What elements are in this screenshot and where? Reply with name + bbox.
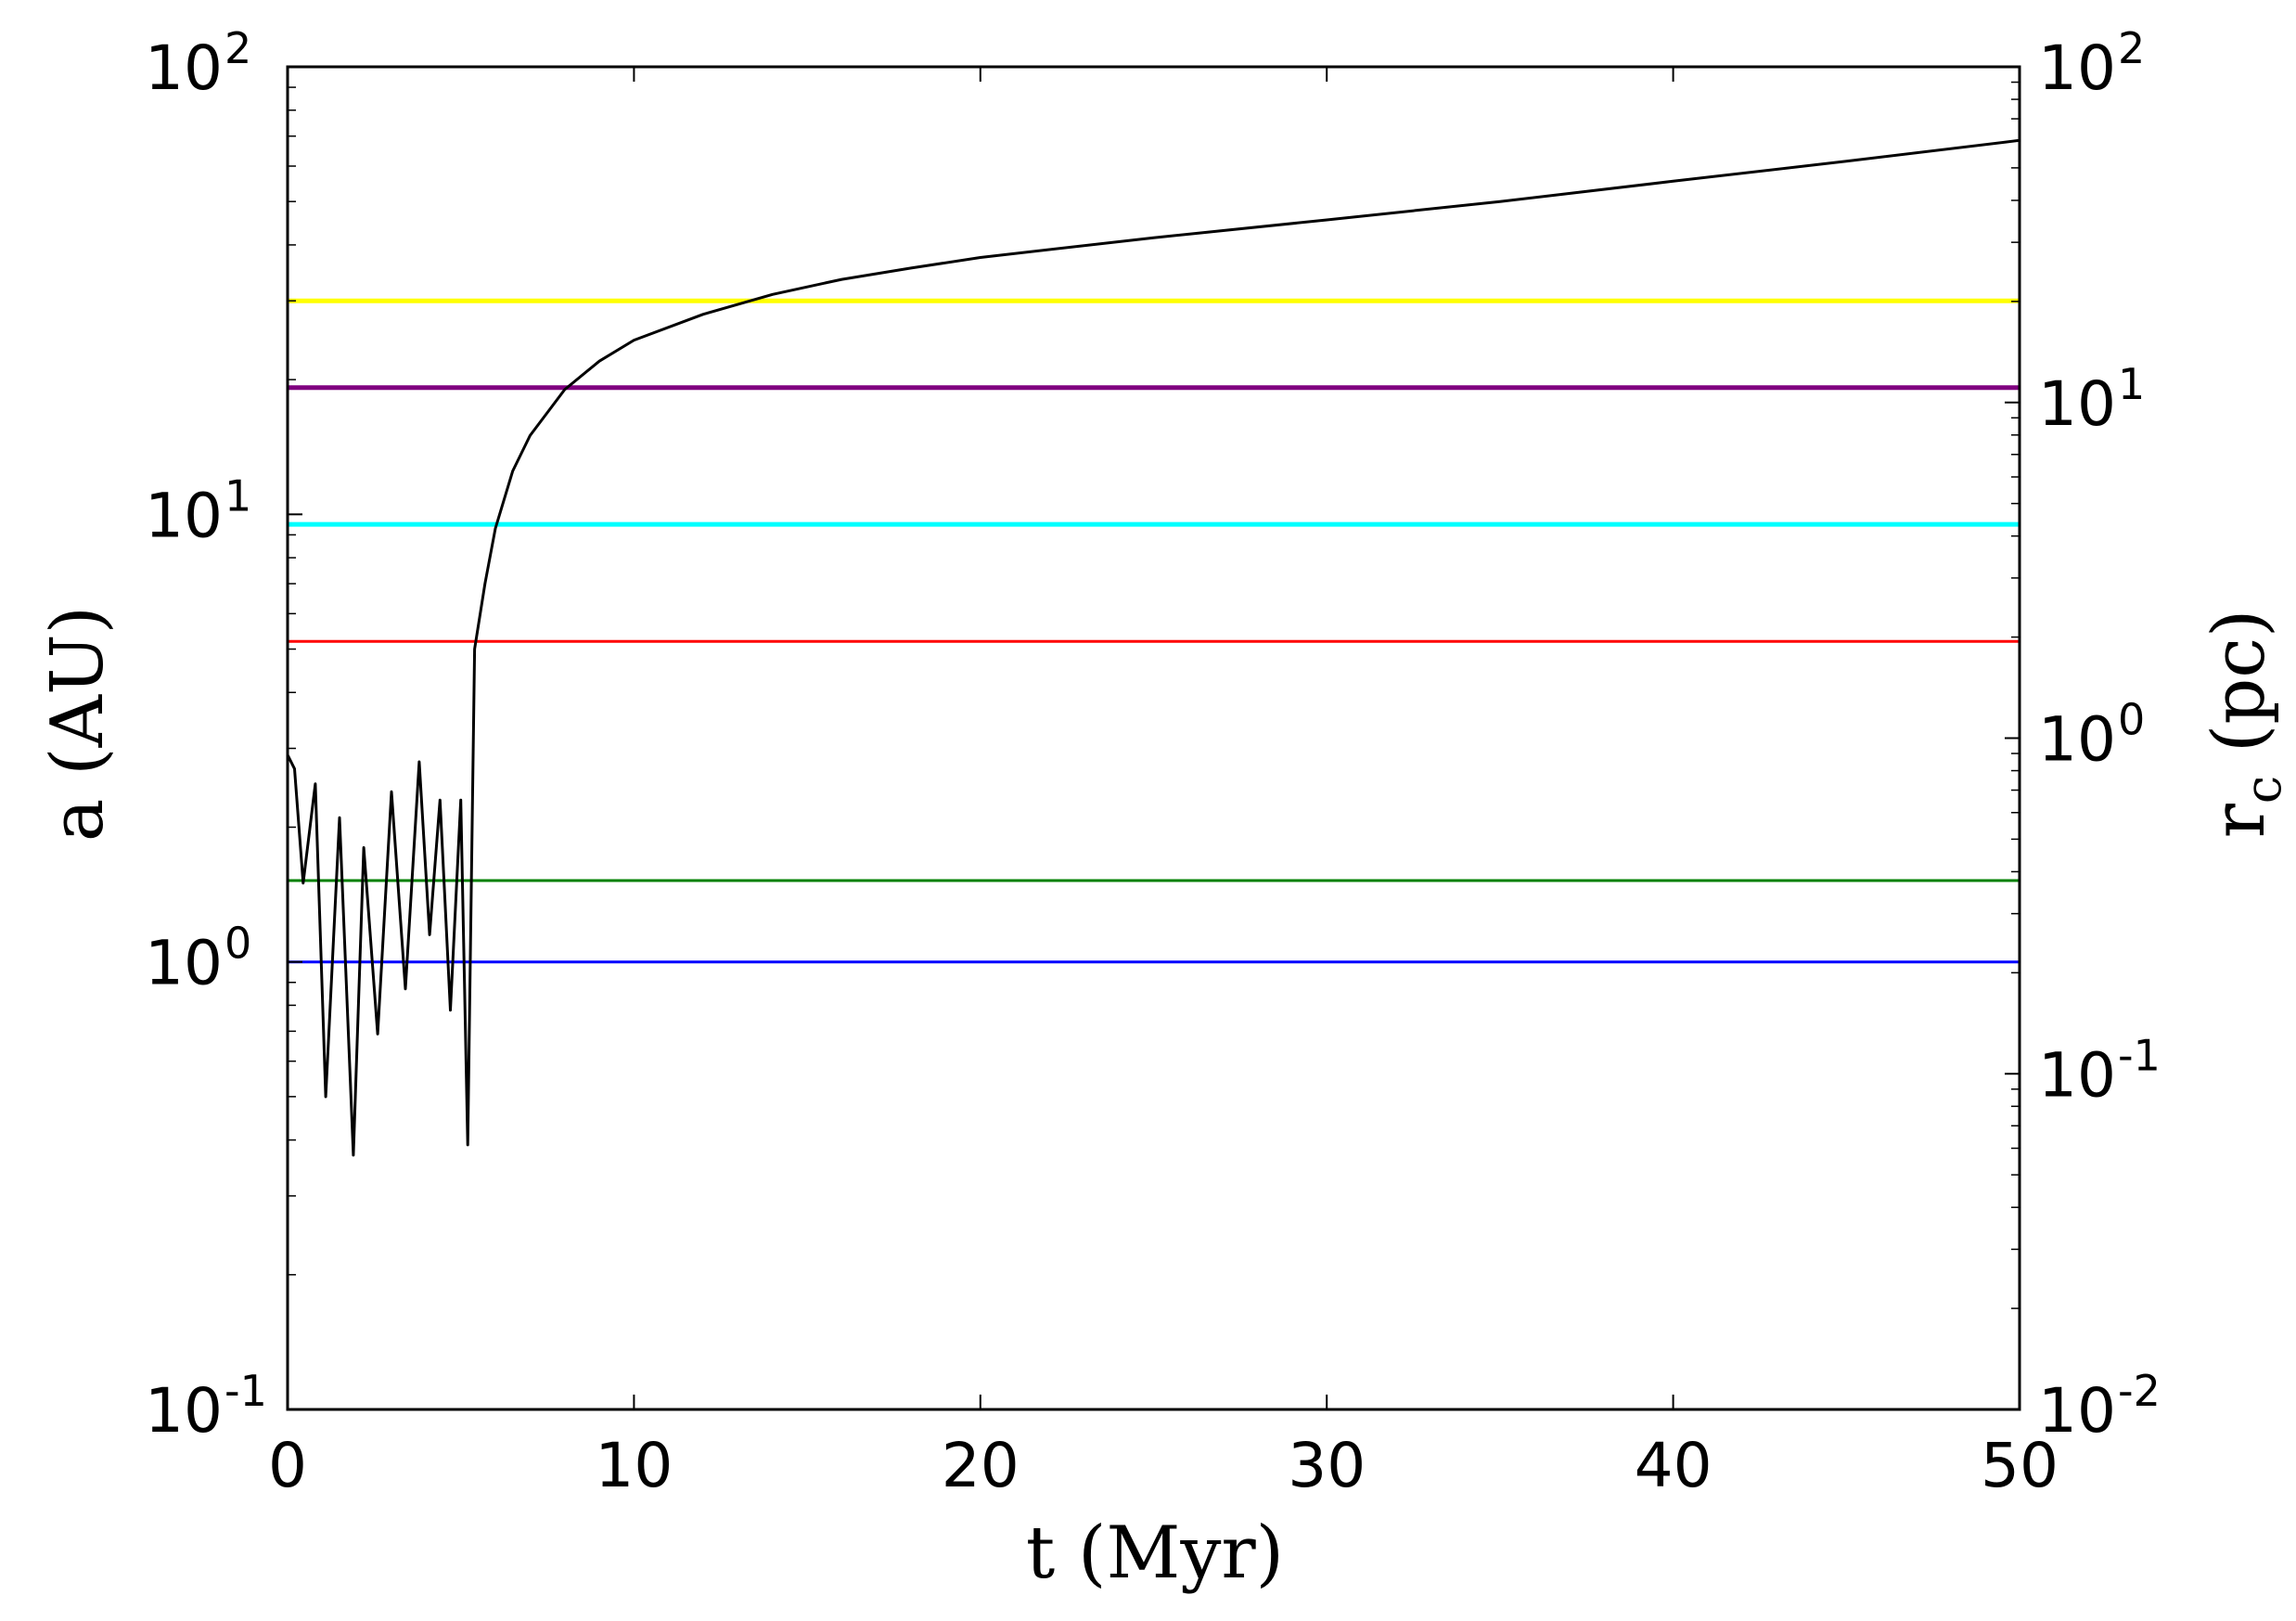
plot-frame: [286, 65, 2021, 1411]
y-right-axis-label-sub: c: [2234, 776, 2292, 804]
x-axis-label: t (Myr): [1026, 1512, 1284, 1595]
y-right-tick-label-exp: 1: [2118, 359, 2145, 409]
y-tick-label: 10: [145, 928, 223, 999]
y-right-axis-label-main: r: [2198, 803, 2281, 838]
y-right-tick-label: 10: [2038, 368, 2116, 440]
plot-lines: [286, 138, 2020, 1157]
series-line-6: [286, 138, 2020, 1157]
y-tick-label: 10: [145, 1375, 223, 1447]
y-right-tick-label-exp: 0: [2118, 695, 2145, 745]
y-right-tick-label-exp: -1: [2118, 1030, 2161, 1080]
y-right-axis-label: rc (pc): [2198, 610, 2292, 839]
y-right-tick-label-exp: -2: [2118, 1366, 2161, 1416]
x-tick-label: 30: [1288, 1430, 1366, 1501]
y-right-tick-label: 10: [2038, 704, 2116, 776]
y-tick-label: 10: [145, 480, 223, 551]
y-tick-label-exp: 2: [224, 23, 251, 73]
y-right-tick-label: 10: [2038, 32, 2116, 104]
y-tick-label-exp: 0: [224, 919, 251, 969]
x-tick-label: 50: [1981, 1430, 2059, 1501]
y-tick-label-exp: -1: [224, 1366, 267, 1416]
y-right-axis-label-rest: (pc): [2198, 610, 2281, 776]
x-tick-labels: 0 10 20 30 40 50: [268, 1430, 2059, 1501]
y-right-tick-label-exp: 2: [2118, 23, 2145, 73]
y-right-tick-label: 10: [2038, 1039, 2116, 1111]
y-right-tick-label: 10: [2038, 1375, 2116, 1447]
x-tick-label: 0: [268, 1430, 307, 1501]
y-tick-label-exp: 1: [224, 470, 251, 521]
y-tick-label: 10: [145, 32, 223, 104]
axis-ticks: [287, 66, 2020, 1410]
x-tick-label: 10: [595, 1430, 673, 1501]
x-tick-label: 40: [1635, 1430, 1712, 1501]
y-axis-label: a (AU): [36, 606, 120, 842]
x-tick-label: 20: [942, 1430, 1020, 1501]
